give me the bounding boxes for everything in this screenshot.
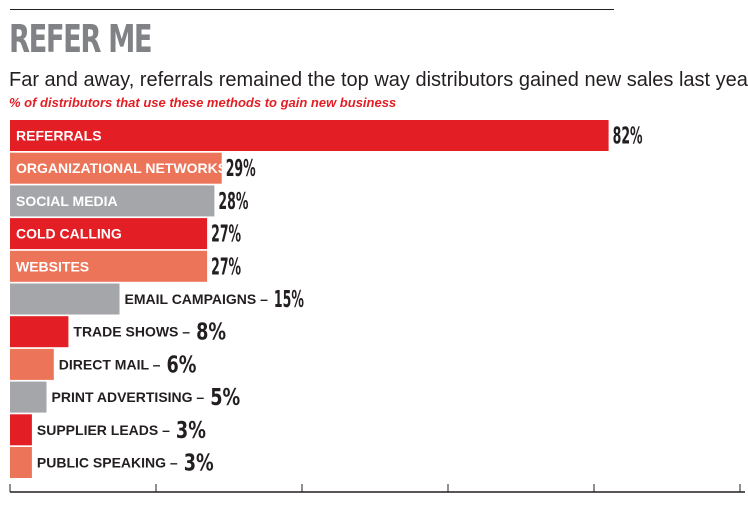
bar-label-public-speaking: PUBLIC SPEAKING – xyxy=(37,455,178,471)
bar-label-trade-shows: TRADE SHOWS – xyxy=(73,324,190,340)
bar-trade-shows xyxy=(10,316,69,348)
bar-social-media xyxy=(10,185,215,217)
chart-title: REFER ME xyxy=(9,17,153,61)
bar-label-cold-calling: COLD CALLING xyxy=(16,226,122,242)
bar-direct-mail xyxy=(10,348,54,380)
bar-label-supplier-leads: SUPPLIER LEADS – xyxy=(37,422,170,438)
value-label-cold-calling: 27% xyxy=(211,222,241,248)
top-rule xyxy=(10,9,614,10)
value-label-public-speaking: 3% xyxy=(184,451,214,477)
value-label-social-media: 28% xyxy=(218,189,248,215)
bar-cold-calling xyxy=(10,218,208,250)
bar-label-print-advertising: PRINT ADVERTISING – xyxy=(52,389,205,405)
value-label-organizational-networks: 29% xyxy=(226,156,256,182)
bar-organizational-networks xyxy=(10,152,222,184)
bar-print-advertising xyxy=(10,381,47,413)
bar-label-direct-mail: DIRECT MAIL – xyxy=(59,356,161,372)
value-label-email-campaigns: 15% xyxy=(274,287,304,313)
value-label-trade-shows: 8% xyxy=(196,320,226,346)
bar-public-speaking xyxy=(10,447,32,478)
value-label-websites: 27% xyxy=(211,254,241,280)
bar-websites xyxy=(10,250,208,282)
bar-referrals xyxy=(10,120,609,151)
value-label-print-advertising: 5% xyxy=(210,385,240,411)
bar-label-referrals: REFERRALS xyxy=(16,128,102,144)
value-label-direct-mail: 6% xyxy=(166,352,196,378)
chart-caption: % of distributors that use these methods… xyxy=(9,95,397,110)
bar-label-email-campaigns: EMAIL CAMPAIGNS – xyxy=(125,291,269,307)
bar-supplier-leads xyxy=(10,414,32,446)
bar-label-social-media: SOCIAL MEDIA xyxy=(16,193,118,209)
value-label-referrals: 82% xyxy=(613,124,643,150)
bar-label-organizational-networks: ORGANIZATIONAL NETWORKS xyxy=(16,160,227,176)
bar-email-campaigns xyxy=(10,283,120,315)
chart-subtitle: Far and away, referrals remained the top… xyxy=(9,69,748,91)
value-label-supplier-leads: 3% xyxy=(176,418,206,444)
bar-label-websites: WEBSITES xyxy=(16,258,89,274)
